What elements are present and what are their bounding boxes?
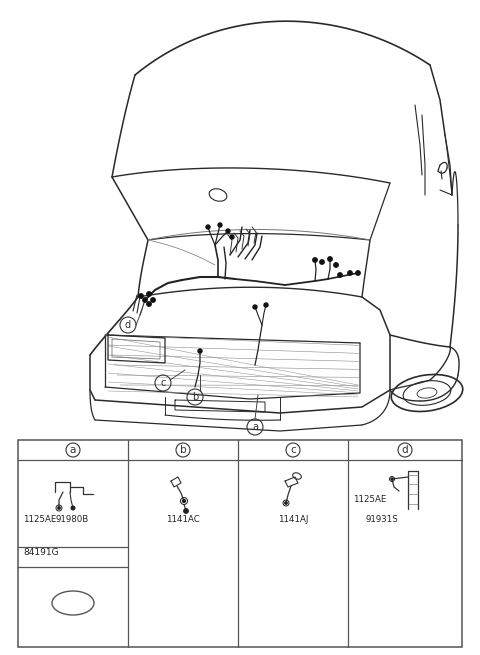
Circle shape bbox=[313, 258, 317, 262]
Circle shape bbox=[182, 500, 185, 502]
Text: 1125AE: 1125AE bbox=[353, 495, 386, 504]
Circle shape bbox=[391, 478, 393, 480]
Text: b: b bbox=[180, 445, 186, 455]
Text: c: c bbox=[160, 378, 166, 388]
Text: 91980B: 91980B bbox=[56, 515, 89, 524]
Circle shape bbox=[198, 349, 202, 353]
Circle shape bbox=[151, 298, 155, 302]
Circle shape bbox=[264, 303, 268, 307]
Text: 1125AE: 1125AE bbox=[23, 515, 56, 524]
Circle shape bbox=[253, 305, 257, 309]
Bar bbox=[18, 440, 462, 647]
Circle shape bbox=[143, 298, 147, 302]
Circle shape bbox=[71, 506, 75, 510]
Circle shape bbox=[230, 235, 234, 239]
Text: c: c bbox=[290, 445, 296, 455]
Text: d: d bbox=[125, 320, 131, 330]
Text: a: a bbox=[70, 445, 76, 455]
Circle shape bbox=[139, 294, 143, 298]
Circle shape bbox=[147, 302, 151, 306]
Circle shape bbox=[320, 260, 324, 264]
Circle shape bbox=[184, 509, 188, 514]
Circle shape bbox=[206, 225, 210, 229]
Text: a: a bbox=[252, 422, 258, 432]
Text: d: d bbox=[402, 445, 408, 455]
Circle shape bbox=[356, 271, 360, 275]
Circle shape bbox=[226, 229, 230, 233]
Text: 84191G: 84191G bbox=[23, 548, 59, 557]
Text: 91931S: 91931S bbox=[366, 515, 399, 524]
Text: b: b bbox=[192, 392, 198, 402]
Circle shape bbox=[218, 223, 222, 227]
Text: 1141AJ: 1141AJ bbox=[278, 515, 308, 524]
Circle shape bbox=[348, 271, 352, 275]
Text: 1141AC: 1141AC bbox=[166, 515, 200, 524]
Circle shape bbox=[328, 257, 332, 261]
Circle shape bbox=[147, 291, 151, 296]
Circle shape bbox=[334, 263, 338, 267]
Circle shape bbox=[58, 507, 60, 509]
Circle shape bbox=[338, 272, 342, 277]
Circle shape bbox=[285, 502, 287, 504]
